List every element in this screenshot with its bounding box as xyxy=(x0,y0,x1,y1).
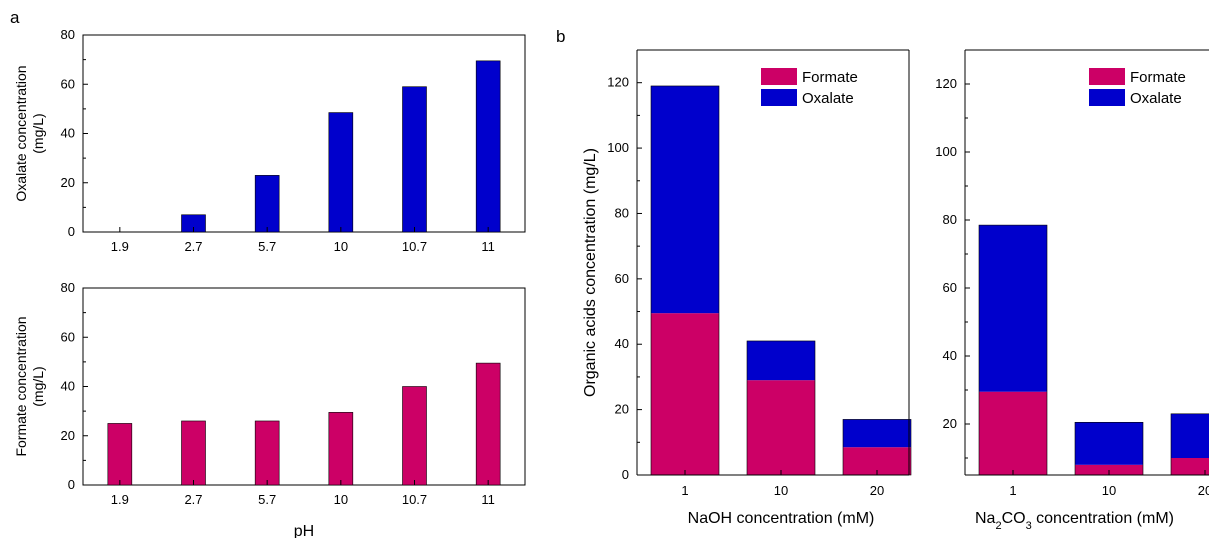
naoh-bar-formate xyxy=(747,380,815,475)
naoh-ytick-label: 0 xyxy=(622,467,629,482)
na2co3-bar-oxalate xyxy=(979,225,1047,392)
oxalate-ytick-label: 80 xyxy=(61,27,75,42)
naoh-xtick-label: 10 xyxy=(774,483,788,498)
na2co3-bar-formate xyxy=(1075,464,1143,475)
naoh-ytick-label: 80 xyxy=(615,205,629,220)
formate-ytick-label: 20 xyxy=(61,428,75,443)
oxalate-ytick-label: 60 xyxy=(61,76,75,91)
panel-label-a: a xyxy=(10,8,20,27)
naoh-ytick-label: 40 xyxy=(615,336,629,351)
formate-bar xyxy=(402,386,427,486)
na2co3-legend-label: Formate xyxy=(1130,69,1186,86)
oxalate-xtick-label: 11 xyxy=(481,239,495,254)
oxalate-ytick-label: 0 xyxy=(68,224,75,239)
formate-xtick-label: 11 xyxy=(481,492,495,507)
formate-ytick-label: 80 xyxy=(61,280,75,295)
naoh-legend-swatch-formate xyxy=(761,68,797,85)
formate-ytick-label: 40 xyxy=(61,379,75,394)
panel-label-b: b xyxy=(556,27,565,46)
formate-xtick-label: 10 xyxy=(334,492,348,507)
naoh-bar-formate xyxy=(651,313,719,475)
na2co3-legend-swatch-formate xyxy=(1089,68,1125,85)
naoh-xtick-label: 1 xyxy=(681,483,688,498)
naoh-ytick-label: 120 xyxy=(607,75,629,90)
oxalate-xtick-label: 10 xyxy=(334,239,348,254)
oxalate-frame xyxy=(82,34,526,233)
oxalate-ylabel-line: (mg/L) xyxy=(30,113,46,153)
na2co3-ytick-label: 80 xyxy=(943,212,957,227)
na2co3-ytick-label: 20 xyxy=(943,416,957,431)
oxalate-ytick-label: 20 xyxy=(61,175,75,190)
na2co3-xlabel: Na2CO3 concentration (mM) xyxy=(975,510,1174,532)
naoh-ytick-label: 60 xyxy=(615,271,629,286)
naoh-legend-label: Oxalate xyxy=(802,90,854,107)
oxalate-vs-ph-chart: 0 20 40 60 80 1.9 2.7 5.7 10 10.7 11 Oxalate concen… xyxy=(13,27,526,254)
formate-xtick-label: 2.7 xyxy=(184,492,202,507)
naoh-bar-oxalate xyxy=(651,85,719,314)
formate-bar xyxy=(107,423,133,486)
na2co3-xlabel-part: Na xyxy=(975,510,996,527)
naoh-legend-label: Formate xyxy=(802,69,858,86)
formate-vs-ph-chart: 0 20 40 60 80 1.9 2.7 5.7 10 10.7 11 Formate concen… xyxy=(13,280,526,538)
formate-ytick-label: 60 xyxy=(61,329,75,344)
oxalate-ytick-label: 40 xyxy=(61,126,75,141)
na2co3-bar-formate xyxy=(979,391,1047,475)
oxalate-xtick-label: 5.7 xyxy=(258,239,276,254)
formate-frame xyxy=(82,287,526,486)
naoh-bar-oxalate xyxy=(843,419,911,448)
na2co3-xtick-label: 20 xyxy=(1198,483,1209,498)
na2co3-bar-oxalate xyxy=(1171,413,1209,458)
acids-vs-na2co3-chart: 1 10 20 20 40 60 80 100 120 Formate Oxalate Na2CO3 … xyxy=(935,49,1209,532)
na2co3-ytick-label: 120 xyxy=(935,76,957,91)
naoh-ytick-label: 20 xyxy=(615,402,629,417)
formate-ylabel-line: Formate concentration xyxy=(13,316,29,456)
formate-bar xyxy=(181,420,206,486)
oxalate-xtick-label: 1.9 xyxy=(111,239,129,254)
oxalate-bar xyxy=(475,60,501,233)
na2co3-xlabel-part: 3 xyxy=(1026,520,1032,532)
na2co3-xlabel-part: 2 xyxy=(995,520,1001,532)
na2co3-ytick-label: 40 xyxy=(943,348,957,363)
oxalate-ylabel-line: Oxalate concentration xyxy=(13,65,29,201)
formate-ytick-label: 0 xyxy=(68,477,75,492)
formate-bar xyxy=(328,412,354,486)
naoh-ytick-label: 100 xyxy=(607,140,629,155)
na2co3-ytick-label: 100 xyxy=(935,144,957,159)
na2co3-bar-formate xyxy=(1171,458,1209,475)
oxalate-xtick-label: 2.7 xyxy=(184,239,202,254)
naoh-xtick-label: 20 xyxy=(870,483,884,498)
naoh-legend-swatch-oxalate xyxy=(761,89,797,106)
formate-xlabel: pH xyxy=(294,523,314,538)
naoh-bar-oxalate xyxy=(747,340,815,381)
na2co3-legend-label: Oxalate xyxy=(1130,90,1182,107)
formate-xtick-label: 5.7 xyxy=(258,492,276,507)
oxalate-bar xyxy=(402,86,427,233)
formate-ylabel-line: (mg/L) xyxy=(30,366,46,406)
na2co3-ytick-label: 60 xyxy=(943,280,957,295)
oxalate-bar xyxy=(254,175,280,233)
oxalate-xtick-label: 10.7 xyxy=(402,239,427,254)
formate-bar xyxy=(254,420,280,486)
na2co3-legend-swatch-oxalate xyxy=(1089,89,1125,106)
na2co3-xtick-label: 1 xyxy=(1009,483,1016,498)
naoh-ylabel: Organic acids concentration (mg/L) xyxy=(582,148,599,397)
formate-bar xyxy=(475,362,501,486)
oxalate-bar xyxy=(328,112,354,233)
naoh-xlabel: NaOH concentration (mM) xyxy=(688,510,875,527)
formate-xtick-label: 10.7 xyxy=(402,492,427,507)
na2co3-bar-oxalate xyxy=(1075,422,1143,465)
na2co3-xtick-label: 10 xyxy=(1102,483,1116,498)
acids-vs-naoh-chart: 1 10 20 0 20 40 60 80 100 120 Formate Oxalate Organi… xyxy=(582,49,912,527)
na2co3-xlabel-part: concentration (mM) xyxy=(1032,510,1174,527)
na2co3-xlabel-part: CO xyxy=(1002,510,1026,527)
formate-xtick-label: 1.9 xyxy=(111,492,129,507)
